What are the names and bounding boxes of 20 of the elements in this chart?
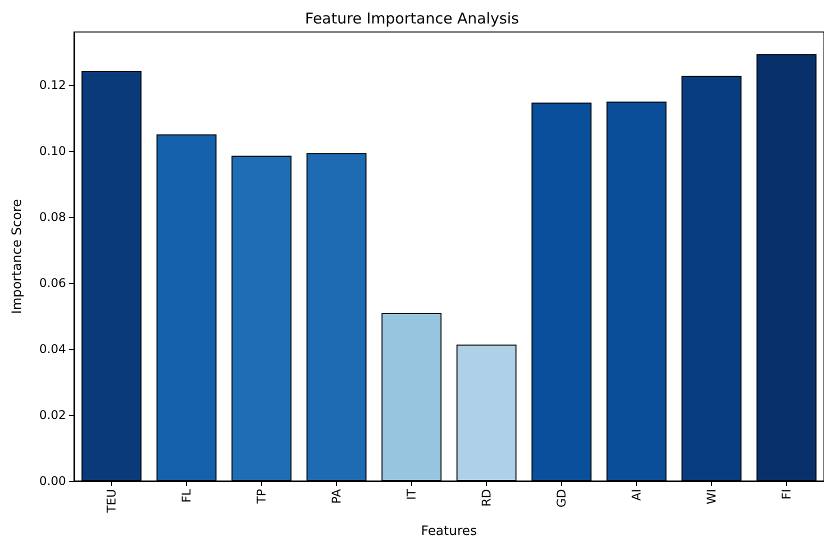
y-tick-label: 0.02 bbox=[39, 408, 66, 422]
y-tick-label: 0.08 bbox=[39, 210, 66, 224]
x-tick-label: TEU bbox=[104, 489, 118, 514]
x-axis-title: Features bbox=[421, 524, 478, 539]
y-tick-label: 0.06 bbox=[39, 276, 66, 290]
x-tick-label: TP bbox=[254, 489, 268, 505]
x-tick-label: GD bbox=[554, 489, 568, 508]
x-tick-label: FL bbox=[180, 488, 194, 503]
y-tick-label: 0.10 bbox=[39, 144, 66, 158]
x-tick-label: RD bbox=[480, 489, 494, 507]
x-tick-label: WI bbox=[704, 489, 718, 504]
y-tick-label: 0.00 bbox=[39, 474, 66, 488]
x-tick-label: FI bbox=[780, 489, 794, 500]
x-tick-label: PA bbox=[330, 488, 344, 504]
x-tick-label: IT bbox=[404, 488, 418, 500]
chart-title: Feature Importance Analysis bbox=[305, 10, 520, 28]
y-axis-title: Importance Score bbox=[10, 198, 25, 314]
x-tick-label: AI bbox=[630, 489, 644, 501]
y-tick-label: 0.12 bbox=[39, 78, 66, 92]
y-tick-label: 0.04 bbox=[39, 342, 66, 356]
